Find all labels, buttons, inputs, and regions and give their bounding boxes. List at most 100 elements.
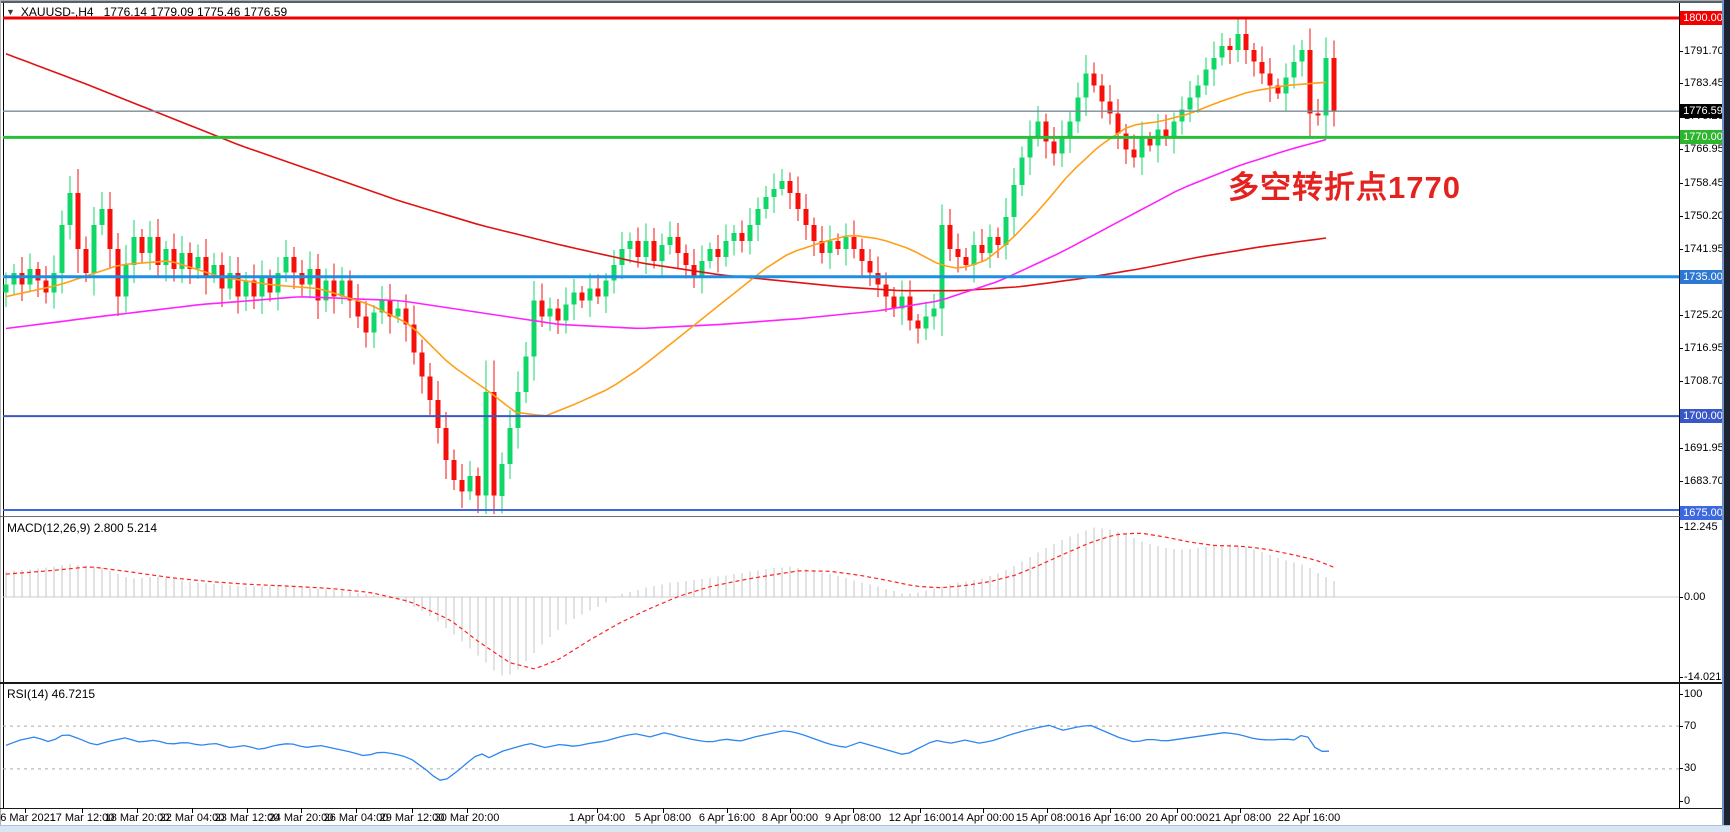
- time-axis-label: 8 Apr 00:00: [761, 812, 819, 824]
- time-tick-mark: [412, 808, 413, 813]
- macd-tick-label: 0.00: [1684, 590, 1706, 603]
- window-left-edge: [0, 0, 1, 832]
- right-scrollbar[interactable]: [1722, 0, 1730, 832]
- time-axis-label: 22 Mar 04:00: [159, 812, 225, 824]
- macd-histogram: [5, 527, 1335, 676]
- macd-tick-mark: [1679, 676, 1683, 678]
- time-axis-label: 16 Apr 16:00: [1078, 812, 1142, 824]
- time-tick-mark: [727, 808, 728, 813]
- time-tick-mark: [467, 808, 468, 813]
- bottom-strip: [0, 825, 1730, 832]
- price-tick-mark: [1679, 380, 1683, 382]
- time-tick-mark: [597, 808, 598, 813]
- rsi-line: [5, 724, 1330, 781]
- candle-bodies: [3, 33, 1337, 496]
- rsi-tick-mark: [1679, 768, 1683, 770]
- time-axis-label: 5 Apr 08:00: [634, 812, 692, 824]
- time-tick-mark: [25, 808, 26, 813]
- time-tick-mark: [247, 808, 248, 813]
- time-tick-mark: [920, 808, 921, 813]
- price-tick-mark: [1679, 480, 1683, 482]
- price-tick-mark: [1679, 182, 1683, 184]
- rsi-bottom-border: [0, 808, 1730, 809]
- macd-tick-mark: [1679, 526, 1683, 528]
- price-badge-1800.00[interactable]: 1800.00: [1680, 10, 1726, 25]
- price-tick-label: 1791.70: [1684, 44, 1724, 57]
- price-badge-1770.00[interactable]: 1770.00: [1680, 130, 1726, 145]
- rsi-tick-label: 0: [1684, 794, 1691, 807]
- price-tick-label: 1716.95: [1684, 342, 1724, 355]
- macd-tick-label: -14.021: [1684, 670, 1722, 683]
- rsi-tick-label: 30: [1684, 762, 1697, 775]
- time-axis-label: 17 Mar 12:00: [49, 812, 115, 824]
- rsi-tick-mark: [1679, 800, 1683, 802]
- time-axis-label: 20 Apr 00:00: [1145, 812, 1209, 824]
- price-tick-mark: [1679, 447, 1683, 449]
- time-tick-mark: [356, 808, 357, 813]
- symbol-timeframe: XAUUSD-,H4: [20, 5, 94, 19]
- price-tick-label: 1741.95: [1684, 242, 1724, 255]
- time-axis-label: 1 Apr 04:00: [568, 812, 626, 824]
- macd-tick-mark: [1679, 596, 1683, 598]
- price-tick-mark: [1679, 348, 1683, 350]
- macd-rsi-separator[interactable]: [0, 682, 1730, 684]
- price-tick-mark: [1679, 215, 1683, 217]
- main-macd-separator[interactable]: [0, 516, 1730, 517]
- macd-signal-line: [5, 532, 1335, 670]
- time-axis-label: 26 Mar 04:00: [323, 812, 389, 824]
- time-axis-label: 16 Mar 2021: [0, 812, 56, 824]
- annotation-text[interactable]: 多空转折点1770: [1228, 170, 1461, 205]
- time-tick-mark: [853, 808, 854, 813]
- time-tick-mark: [1177, 808, 1178, 813]
- price-tick-mark: [1679, 50, 1683, 52]
- rsi-tick-label: 70: [1684, 719, 1697, 732]
- time-axis-label: 6 Apr 16:00: [698, 812, 756, 824]
- time-tick-mark: [1047, 808, 1048, 813]
- price-tick-label: 1750.20: [1684, 209, 1724, 222]
- time-axis-label: 24 Mar 20:00: [268, 812, 334, 824]
- price-tick-mark: [1679, 149, 1683, 151]
- price-tick-mark: [1679, 315, 1683, 317]
- time-tick-mark: [1309, 808, 1310, 813]
- price-badge-1735.00[interactable]: 1735.00: [1680, 269, 1726, 284]
- ohlc-values: 1776.14 1779.09 1775.46 1776.59: [103, 5, 288, 19]
- time-tick-mark: [192, 808, 193, 813]
- price-tick-mark: [1679, 83, 1683, 85]
- collapse-icon[interactable]: ▼: [6, 7, 15, 17]
- time-tick-mark: [301, 808, 302, 813]
- time-tick-mark: [663, 808, 664, 813]
- time-axis-label: 23 Mar 12:00: [214, 812, 280, 824]
- time-axis-label: 21 Apr 08:00: [1208, 812, 1272, 824]
- time-axis-label: 18 Mar 20:00: [104, 812, 170, 824]
- time-axis-label: 14 Apr 00:00: [951, 812, 1015, 824]
- time-tick-mark: [82, 808, 83, 813]
- price-tick-label: 1758.45: [1684, 176, 1724, 189]
- time-tick-mark: [1240, 808, 1241, 813]
- time-tick-mark: [790, 808, 791, 813]
- price-badge-1675.00[interactable]: 1675.00: [1680, 506, 1726, 520]
- time-axis-label: 22 Apr 16:00: [1277, 812, 1341, 824]
- price-tick-label: 1708.70: [1684, 374, 1724, 387]
- time-tick-mark: [137, 808, 138, 813]
- slow-ma-red: [5, 53, 1327, 292]
- rsi-tick-mark: [1679, 725, 1683, 727]
- macd-indicator-label: MACD(12,26,9) 2.800 5.214: [7, 521, 158, 535]
- time-tick-mark: [1110, 808, 1111, 813]
- macd-tick-label: 12.245: [1684, 520, 1718, 533]
- rsi-tick-label: 100: [1684, 687, 1703, 700]
- window-top-edge-dark: [0, 1, 1730, 3]
- window-top-edge: [0, 0, 1730, 1]
- price-tick-label: 1691.95: [1684, 441, 1724, 454]
- price-tick-mark: [1679, 248, 1683, 250]
- price-badge-1700.00[interactable]: 1700.00: [1680, 409, 1726, 424]
- time-axis-label: 29 Mar 12:00: [379, 812, 445, 824]
- time-axis-label: 15 Apr 08:00: [1015, 812, 1079, 824]
- time-axis-label: 9 Apr 08:00: [824, 812, 882, 824]
- price-tick-label: 1725.20: [1684, 309, 1724, 322]
- price-tick-label: 1766.95: [1684, 143, 1724, 156]
- time-axis-label: 12 Apr 16:00: [888, 812, 952, 824]
- chart-title: ▼ XAUUSD-,H4 1776.14 1779.09 1775.46 1776.…: [6, 5, 287, 19]
- rsi-indicator-label: RSI(14) 46.7215: [7, 687, 96, 701]
- mid-ma-magenta: [5, 138, 1327, 330]
